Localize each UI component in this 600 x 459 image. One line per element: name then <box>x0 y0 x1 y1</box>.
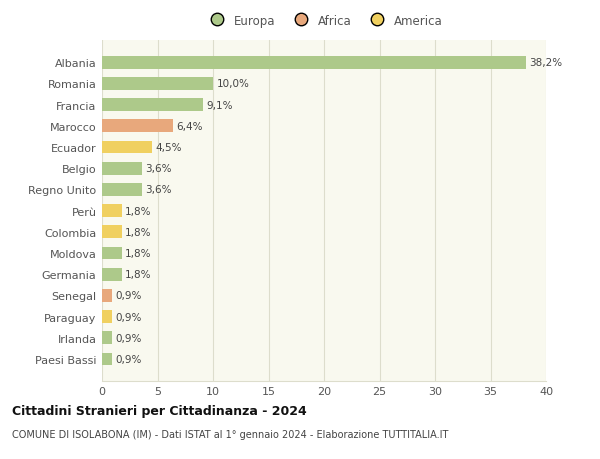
Text: 38,2%: 38,2% <box>529 58 562 68</box>
Text: 1,8%: 1,8% <box>125 227 152 237</box>
Bar <box>102 78 213 90</box>
Text: 0,9%: 0,9% <box>115 354 142 364</box>
Text: 3,6%: 3,6% <box>145 164 172 174</box>
Bar <box>102 353 112 365</box>
Bar <box>102 332 112 344</box>
Bar <box>102 162 142 175</box>
Text: 1,8%: 1,8% <box>125 248 152 258</box>
Text: 6,4%: 6,4% <box>176 122 203 132</box>
Bar <box>102 226 122 239</box>
Text: Cittadini Stranieri per Cittadinanza - 2024: Cittadini Stranieri per Cittadinanza - 2… <box>12 404 307 417</box>
Text: 3,6%: 3,6% <box>145 185 172 195</box>
Bar <box>102 205 122 218</box>
Bar <box>102 311 112 323</box>
Bar <box>102 141 152 154</box>
Bar <box>102 57 526 69</box>
Legend: Europa, Africa, America: Europa, Africa, America <box>200 10 448 32</box>
Text: 1,8%: 1,8% <box>125 269 152 280</box>
Bar <box>102 268 122 281</box>
Text: 0,9%: 0,9% <box>115 291 142 301</box>
Text: 10,0%: 10,0% <box>217 79 249 89</box>
Text: 9,1%: 9,1% <box>206 101 233 110</box>
Bar <box>102 99 203 112</box>
Text: 1,8%: 1,8% <box>125 206 152 216</box>
Text: 0,9%: 0,9% <box>115 333 142 343</box>
Bar <box>102 184 142 196</box>
Text: COMUNE DI ISOLABONA (IM) - Dati ISTAT al 1° gennaio 2024 - Elaborazione TUTTITAL: COMUNE DI ISOLABONA (IM) - Dati ISTAT al… <box>12 429 448 439</box>
Bar <box>102 120 173 133</box>
Text: 0,9%: 0,9% <box>115 312 142 322</box>
Text: 4,5%: 4,5% <box>155 143 182 153</box>
Bar <box>102 289 112 302</box>
Bar <box>102 247 122 260</box>
